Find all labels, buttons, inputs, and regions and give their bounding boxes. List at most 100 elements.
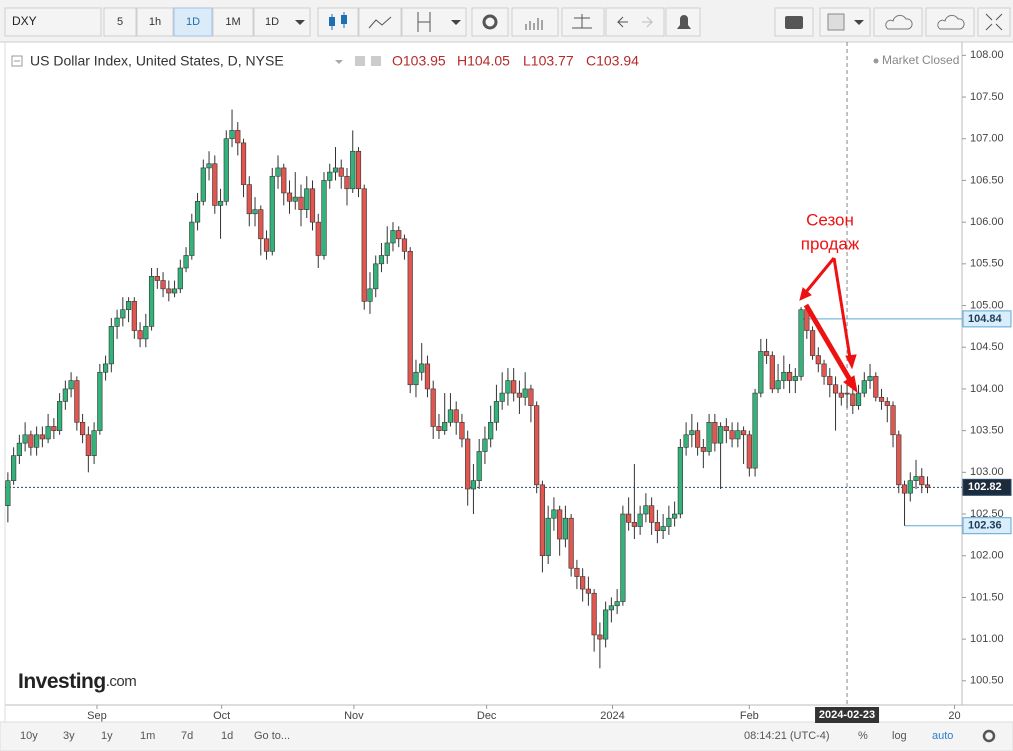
candle-body — [896, 434, 902, 486]
icon — [677, 15, 691, 29]
percent-toggle[interactable]: % — [858, 730, 868, 742]
candle-body — [482, 438, 488, 452]
icon[interactable] — [371, 56, 381, 66]
candle-body — [591, 592, 597, 636]
candle-body — [269, 175, 275, 252]
dropdown-arrow — [295, 20, 305, 25]
candle-body — [505, 380, 511, 394]
price-tag — [962, 517, 1012, 535]
candle-body — [143, 326, 149, 340]
candle-body — [102, 363, 109, 373]
line-button[interactable] — [358, 7, 402, 37]
range-button[interactable]: 7d — [181, 730, 193, 742]
candle-body — [775, 380, 781, 390]
range-button[interactable]: 3y — [63, 730, 75, 742]
candle-type-button[interactable] — [317, 7, 359, 37]
candle-body — [873, 376, 879, 398]
candle-body — [373, 263, 379, 290]
candle-body — [327, 171, 333, 181]
interval-button[interactable] — [103, 7, 137, 37]
log-toggle[interactable]: log — [892, 730, 907, 742]
candle-body — [643, 505, 649, 515]
range-button[interactable]: 1m — [140, 730, 155, 742]
icon — [341, 15, 347, 24]
candle-body — [258, 209, 264, 240]
candle-body — [166, 288, 172, 294]
range-button[interactable]: 1d — [221, 730, 233, 742]
candle-body — [631, 522, 637, 527]
settings-icon[interactable] — [982, 729, 996, 743]
icon — [885, 14, 913, 30]
candle-body — [539, 484, 546, 557]
price-tag-label: 102.36 — [968, 520, 1002, 532]
candle-body — [821, 363, 827, 377]
candle-body — [499, 392, 505, 402]
candle-body — [511, 380, 517, 394]
range-button[interactable]: 1y — [101, 730, 113, 742]
ohlc-close: C103.94 — [586, 53, 639, 69]
candle-body — [568, 517, 574, 569]
y-tick-label: 103.50 — [970, 425, 1004, 437]
candle-body — [304, 188, 310, 210]
indicators-button[interactable] — [511, 7, 559, 37]
x-tick-label: Sep — [87, 710, 107, 722]
undo-redo[interactable] — [605, 7, 665, 37]
candle-body — [901, 484, 908, 494]
auto-toggle[interactable]: auto — [932, 730, 953, 742]
range-button[interactable]: 10y — [20, 730, 38, 742]
interval-button[interactable] — [136, 7, 174, 37]
arrowhead — [799, 287, 812, 301]
candle-body — [614, 601, 620, 607]
annotation: продаж — [801, 234, 860, 253]
settings-button[interactable] — [471, 7, 509, 37]
symbol-box[interactable] — [4, 7, 102, 37]
candle-body — [223, 138, 229, 202]
candle-body — [470, 480, 477, 490]
candle-body — [574, 567, 580, 577]
icon — [329, 17, 335, 26]
candle-body — [792, 376, 798, 381]
interval-button[interactable] — [212, 7, 254, 37]
candle-body — [585, 588, 591, 594]
logo-name: Investing — [18, 670, 106, 693]
candle-body — [884, 401, 890, 406]
compare-button[interactable] — [561, 7, 605, 37]
interval-button[interactable] — [173, 7, 213, 37]
chart-title: US Dollar Index, United States, D, NYSE — [30, 53, 284, 69]
candle-body — [189, 221, 195, 256]
candle-body — [453, 409, 459, 423]
ohlc-low: L103.77 — [523, 53, 574, 69]
candle-body — [315, 221, 321, 256]
candle-body — [798, 309, 804, 377]
range-group: 10y 3y 1y 1m 7d 1d — [20, 730, 233, 742]
candle-body — [11, 455, 17, 481]
candle-body — [447, 409, 454, 423]
collapse-icon[interactable] — [11, 55, 23, 67]
y-tick-label: 105.00 — [970, 299, 1004, 311]
icon[interactable] — [355, 56, 365, 66]
go-to[interactable]: Go to... — [254, 730, 290, 742]
candle-body — [890, 405, 896, 436]
candle-body — [286, 192, 293, 202]
symbol: DXY — [12, 14, 37, 28]
candle-body — [649, 505, 655, 523]
candle-body — [476, 451, 482, 481]
candle-body — [522, 388, 528, 398]
candle-body — [344, 175, 350, 190]
icon — [525, 18, 543, 30]
y-tick-label: 103.00 — [970, 466, 1004, 478]
candle-body — [51, 426, 57, 431]
fullscreen-button[interactable] — [977, 7, 1011, 37]
cloud-save[interactable] — [873, 7, 923, 37]
crosshair-date-box — [815, 707, 880, 723]
cloud-load[interactable] — [925, 7, 975, 37]
icon — [572, 14, 592, 29]
interval: 1h — [149, 16, 161, 28]
candle-body — [79, 421, 86, 436]
candle-body — [672, 513, 678, 519]
candle-body — [442, 421, 448, 431]
y-tick-label: 105.50 — [970, 258, 1004, 270]
candle-body — [62, 388, 68, 402]
